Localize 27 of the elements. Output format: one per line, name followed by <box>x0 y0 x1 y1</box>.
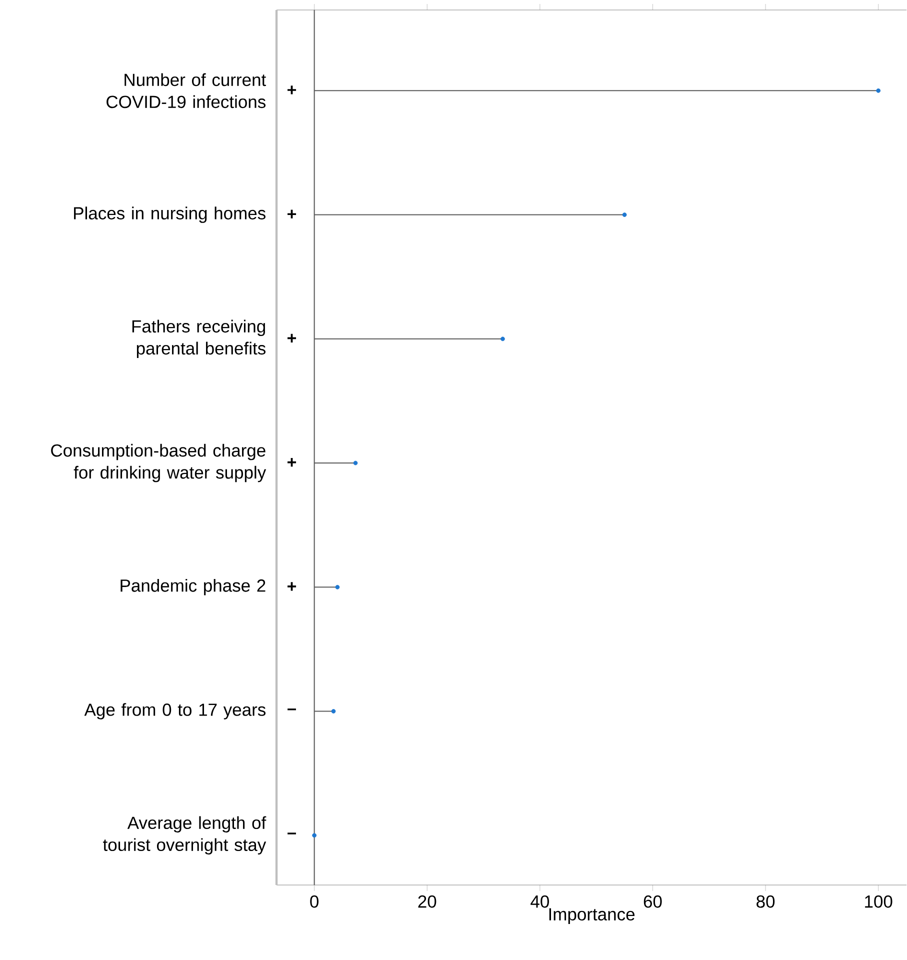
x-tick-label: 40 <box>530 895 550 908</box>
x-tick-label: 0 <box>310 895 319 908</box>
y-tick-label: Pandemic phase 2 <box>120 578 266 596</box>
point <box>353 460 358 466</box>
annotation: + <box>288 582 296 591</box>
y-tick-label: Fathers receiving parental benefits <box>132 320 266 358</box>
x-tick-label: 60 <box>644 895 662 908</box>
y-tick-label: Consumption-based charge for drinking water supply <box>51 444 266 482</box>
x-axis-title: Importance <box>550 908 635 924</box>
annotation: + <box>288 458 296 467</box>
x-tick-label: 80 <box>756 895 775 908</box>
annotation: – <box>288 832 296 834</box>
y-tick-label: Average length of tourist overnight stay <box>103 816 266 855</box>
annotation: + <box>288 334 296 343</box>
point <box>500 336 506 342</box>
x-tick-label: 100 <box>865 895 892 908</box>
point <box>876 88 881 93</box>
y-tick-label: Age from 0 to 17 years <box>84 703 266 720</box>
point <box>335 584 340 590</box>
point <box>622 212 627 217</box>
annotation: + <box>288 210 296 218</box>
y-tick-label: Places in nursing homes <box>74 206 266 223</box>
point <box>331 709 336 714</box>
x-tick-label: 20 <box>418 895 436 908</box>
y-tick-label: Number of current COVID-19 infections <box>106 73 266 108</box>
annotation: + <box>288 86 296 94</box>
annotation: – <box>288 708 296 710</box>
